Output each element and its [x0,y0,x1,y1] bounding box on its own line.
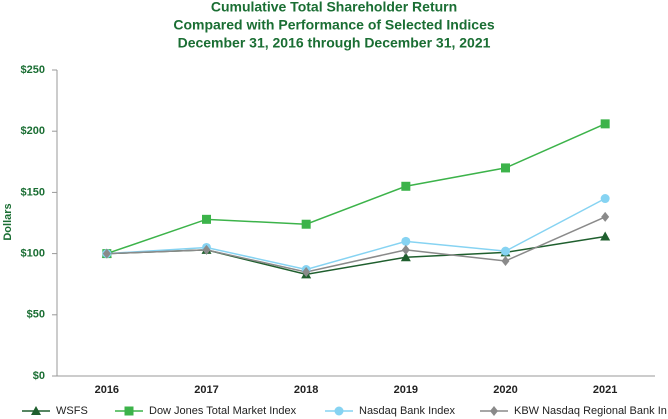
legend-label: KBW Nasdaq Regional Bank In [514,405,667,417]
series-line [106,216,606,273]
chart-subtitle: Compared with Performance of Selected In… [173,17,495,33]
chart-period: December 31, 2016 through December 31, 2… [178,35,491,51]
legend-label: Nasdaq Bank Index [359,405,456,417]
point [501,246,510,256]
y-tick-label: $200 [21,125,45,137]
y-tick-label: $250 [21,64,45,76]
series-line [106,197,606,271]
point [400,252,411,262]
x-tick-label: 2020 [493,384,517,396]
x-tick-label: 2016 [95,384,119,396]
y-tick-label: $150 [21,186,45,198]
legend-label: Dow Jones Total Market Index [149,405,297,417]
legend-marker [334,406,344,416]
point [401,236,411,246]
series-line [106,123,606,255]
x-tick-label: 2019 [394,384,418,396]
point [601,211,610,222]
point [600,194,610,204]
point [202,214,211,224]
y-tick-label: $50 [27,309,45,321]
x-tick-label: 2021 [593,384,617,396]
point [301,219,311,229]
y-tick-label: $100 [21,248,45,260]
x-tick-label: 2018 [294,384,318,396]
legend-label: WSFS [56,405,88,417]
y-axis-label: Dollars [2,203,14,240]
legend-marker [490,406,498,416]
y-tick-label: $0 [33,370,45,382]
point [501,255,510,266]
point [401,244,410,255]
legend-marker [31,406,41,415]
point [102,248,111,259]
point [600,119,610,129]
point [202,244,211,255]
point [600,231,611,241]
point [501,163,510,173]
x-tick-label: 2017 [194,384,218,396]
point [401,181,411,191]
chart-title: Cumulative Total Shareholder Return [211,0,457,15]
point [302,266,311,277]
legend-marker [124,406,134,416]
